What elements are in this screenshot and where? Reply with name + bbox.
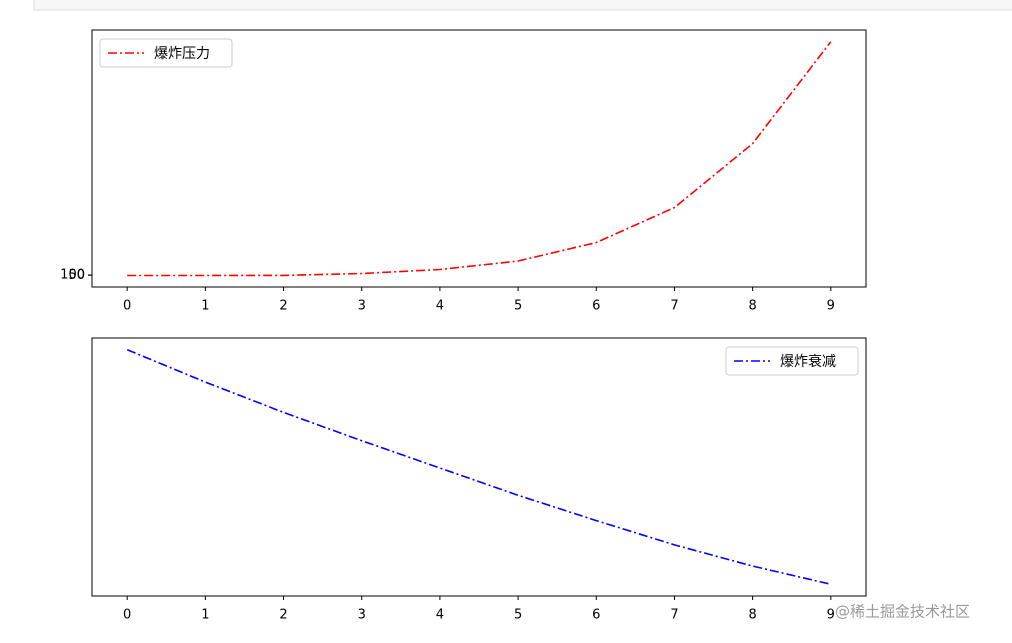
data-line <box>126 348 831 586</box>
x-tick-label: 1 <box>201 608 209 623</box>
x-tick-label: 9 <box>827 608 835 623</box>
y-tick-label: 50 <box>68 268 85 283</box>
x-tick-label: 8 <box>748 608 756 623</box>
x-tick-label: 6 <box>592 608 600 623</box>
y-tick-label: 100 <box>60 268 85 283</box>
x-tick-label: 7 <box>670 608 678 623</box>
x-tick-label: 8 <box>748 299 756 314</box>
legend-label: 爆炸衰减 <box>780 353 836 370</box>
x-tick-label: 7 <box>670 299 678 314</box>
plot-frame <box>91 29 867 288</box>
x-tick-label: 9 <box>827 299 835 314</box>
toolbar-edge <box>33 0 1012 11</box>
plot-frame <box>91 337 867 597</box>
x-tick-label: 3 <box>358 299 366 314</box>
x-tick-label: 4 <box>436 299 444 314</box>
x-tick-label: 0 <box>123 608 131 623</box>
x-tick-label: 3 <box>358 608 366 623</box>
legend-box <box>725 346 859 376</box>
legend-box <box>99 38 233 68</box>
data-line <box>127 41 832 277</box>
legend-label: 爆炸压力 <box>154 46 210 62</box>
x-tick-label: 2 <box>279 608 287 623</box>
x-tick-label: 5 <box>514 299 522 314</box>
watermark: @稀土掘金技术社区 <box>835 603 970 621</box>
x-tick-label: 6 <box>592 299 600 314</box>
x-tick-label: 5 <box>514 608 522 623</box>
x-tick-label: 4 <box>436 608 444 623</box>
x-tick-label: 0 <box>123 299 131 314</box>
x-tick-label: 1 <box>201 299 209 314</box>
x-tick-label: 2 <box>279 299 287 314</box>
